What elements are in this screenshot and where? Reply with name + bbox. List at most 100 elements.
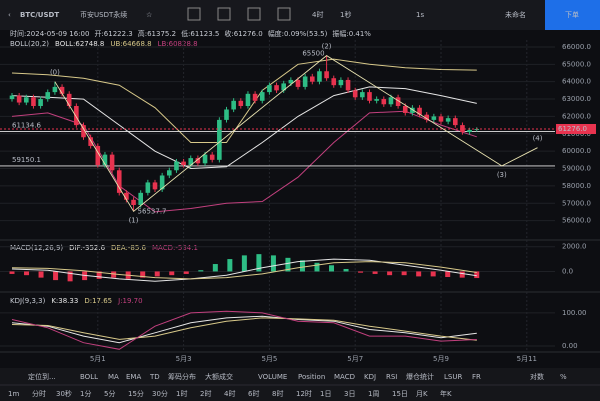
candle-body — [95, 145, 101, 166]
candle-body — [209, 154, 215, 160]
interval-option[interactable]: 分时 — [32, 389, 46, 398]
candle-body — [460, 125, 465, 133]
macd-bar — [401, 271, 407, 276]
macd-bar — [24, 271, 30, 276]
layout-name[interactable]: 未命名 — [505, 10, 526, 19]
indicator[interactable]: 爆仓统计 — [406, 372, 434, 381]
interval-option[interactable]: 5分 — [104, 389, 115, 398]
interval-option[interactable]: 月K — [416, 390, 428, 398]
star-icon[interactable]: ☆ — [146, 11, 152, 19]
header-item: 振幅:0.41% — [332, 29, 371, 38]
y-tick-label: 0.0 — [562, 267, 573, 275]
indicator[interactable]: KDJ — [364, 373, 376, 381]
macd-bar — [212, 264, 218, 272]
icon[interactable] — [217, 7, 231, 21]
symbol: BTC/USDT — [20, 11, 59, 19]
candle-body — [74, 106, 79, 126]
y-tick-label: 65000.0 — [562, 60, 591, 68]
y-tick-label: 59000.0 — [562, 165, 591, 173]
candle-body — [402, 106, 408, 113]
interval-option[interactable]: 8时 — [272, 389, 283, 398]
macd-bar — [474, 271, 480, 279]
interval-option[interactable]: 3日 — [344, 390, 355, 398]
order-button[interactable] — [545, 0, 600, 30]
toolbar-option[interactable]: % — [560, 373, 567, 381]
macd-bar — [198, 270, 204, 272]
interval[interactable]: 4时 — [312, 10, 323, 19]
indicator[interactable]: EMA — [126, 373, 141, 381]
sub-interval[interactable]: 1秒 — [340, 10, 351, 19]
candle-body — [24, 97, 29, 103]
indicator[interactable]: TD — [149, 373, 160, 381]
locate[interactable]: 定位到... — [28, 372, 56, 381]
candle-body — [453, 118, 458, 126]
candle-body — [31, 97, 36, 106]
header-item: 开:61222.3 — [94, 30, 132, 38]
y-tick-label: 2000.0 — [562, 243, 587, 251]
x-tick-label: 5月5 — [261, 355, 277, 363]
icon[interactable] — [247, 7, 261, 21]
indicator[interactable]: 大额成交 — [205, 372, 233, 381]
interval-option[interactable]: 1日 — [320, 390, 331, 398]
y-tick-label: 62000.0 — [562, 112, 591, 120]
indicator[interactable]: LSUR — [444, 373, 462, 381]
interval-option[interactable]: 4时 — [224, 389, 235, 398]
candle-body — [345, 79, 351, 91]
interval-option[interactable]: 30秒 — [56, 389, 72, 398]
pattern-label: (3) — [497, 171, 507, 179]
interval-option[interactable]: 15日 — [392, 390, 408, 398]
indicator[interactable]: MACD — [334, 373, 355, 381]
candle-body — [445, 118, 451, 122]
d-line — [11, 317, 477, 341]
y-tick-label: 0.00 — [562, 342, 578, 350]
candle-body — [252, 93, 258, 101]
indicator[interactable]: VOLUME — [258, 373, 287, 381]
y-tick-label: 58000.0 — [562, 182, 591, 190]
header-item: BOLL(20,2) — [10, 40, 49, 48]
macd-bar — [343, 268, 349, 272]
interval-option[interactable]: 1分 — [80, 389, 91, 398]
indicator[interactable]: MA — [108, 373, 119, 381]
indicator[interactable]: Position — [298, 373, 325, 381]
candle-body — [245, 93, 251, 106]
interval-option[interactable]: 12时 — [296, 389, 312, 398]
interval-option[interactable]: 1周 — [368, 390, 379, 398]
interval-option[interactable]: 2时 — [200, 389, 211, 398]
icon[interactable] — [187, 7, 201, 21]
candle-body — [374, 99, 379, 101]
toolbar-option[interactable]: 对数 — [530, 372, 544, 381]
macd-bar — [459, 271, 465, 278]
boll-upper — [11, 58, 477, 143]
indicator[interactable]: FR — [472, 373, 481, 381]
macd-bar — [9, 271, 15, 274]
interval-option[interactable]: 6时 — [248, 389, 259, 398]
candle-body — [438, 116, 444, 122]
interval-option[interactable]: 年K — [440, 389, 452, 398]
back-icon[interactable]: ‹ — [8, 11, 11, 19]
indicator[interactable]: BOLL — [80, 373, 98, 381]
candle-body — [381, 99, 387, 105]
candle-body — [152, 182, 158, 190]
candle-body — [238, 100, 244, 106]
indicator[interactable]: RSI — [386, 373, 397, 381]
interval-option[interactable]: 30分 — [152, 389, 168, 398]
macd-bar — [96, 271, 102, 279]
y-tick-label: 60000.0 — [562, 147, 591, 155]
header-item: J:19.70 — [117, 297, 142, 305]
interval-option[interactable]: 15分 — [128, 389, 144, 398]
pattern-label: (4) — [533, 135, 543, 143]
interval-option[interactable]: 1时 — [176, 389, 187, 398]
indicator[interactable]: 筹码分布 — [168, 372, 196, 381]
candle-body — [295, 79, 301, 87]
speed[interactable]: 1s — [416, 11, 424, 19]
y-tick-label: 64000.0 — [562, 78, 591, 86]
candle-body — [310, 76, 315, 82]
low-label: 56537.7 — [138, 207, 167, 215]
interval-option[interactable]: 1m — [8, 390, 19, 398]
candle-body — [188, 158, 194, 166]
candle-body — [410, 107, 415, 113]
order-label[interactable]: 下单 — [565, 10, 579, 19]
icon[interactable] — [277, 7, 291, 21]
dif-line — [11, 258, 477, 282]
